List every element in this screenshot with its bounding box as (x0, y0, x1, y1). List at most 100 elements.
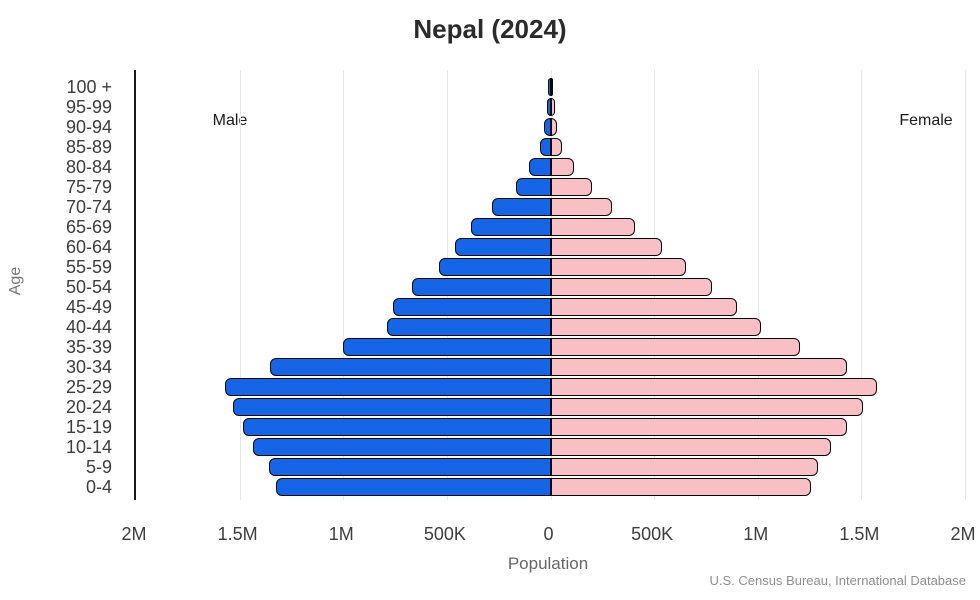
age-tick-label: 10-14 (65, 437, 112, 457)
female-bar (550, 477, 812, 496)
female-bar (550, 177, 593, 196)
x-tick-label: 1M (328, 524, 354, 544)
male-bar (515, 177, 551, 196)
age-tick-label: 30-34 (65, 357, 112, 377)
pyramid-row-75-79 (136, 177, 965, 197)
male-bar (268, 457, 551, 476)
pyramid-row-55-59 (136, 257, 965, 277)
female-bar (550, 297, 738, 316)
male-bar (454, 237, 551, 256)
chart-title: Nepal (2024) (413, 14, 567, 44)
male-bar (269, 357, 551, 376)
female-bar (550, 117, 558, 136)
age-tick-label: 35-39 (65, 337, 112, 357)
pyramid-row-5-9 (136, 457, 965, 477)
female-bar (550, 417, 848, 436)
pyramid-row-35-39 (136, 337, 965, 357)
male-bar (252, 437, 551, 456)
age-tick-label: 90-94 (65, 117, 112, 137)
male-bar (242, 417, 551, 436)
age-tick-label: 5-9 (85, 457, 112, 477)
male-bar (546, 97, 551, 116)
x-tick-label: 2M (121, 524, 147, 544)
female-bar (550, 157, 575, 176)
female-bar (550, 197, 613, 216)
age-tick-label: 70-74 (65, 197, 112, 217)
pyramid-row-15-19 (136, 417, 965, 437)
male-bar (342, 337, 551, 356)
female-bar (550, 77, 554, 96)
age-tick-label: 100 + (66, 77, 112, 97)
x-tick-label: 1.5M (839, 524, 880, 544)
x-tick-label: 500K (631, 524, 674, 544)
male-bar (386, 317, 551, 336)
age-tick-label: 15-19 (65, 417, 112, 437)
female-bar (550, 277, 713, 296)
male-bar (411, 277, 551, 296)
male-bar (275, 477, 551, 496)
male-bar (224, 377, 551, 396)
pyramid-row-20-24 (136, 397, 965, 417)
female-bar (550, 437, 832, 456)
female-bar (550, 257, 687, 276)
male-bar (548, 77, 551, 96)
age-tick-label: 85-89 (65, 137, 112, 157)
pyramid-row-95-99 (136, 97, 965, 117)
female-bar (550, 357, 848, 376)
age-tick-label: 25-29 (65, 377, 112, 397)
pyramid-row-90-94 (136, 117, 965, 137)
female-bar (550, 397, 864, 416)
gridline (343, 70, 345, 500)
pyramid-row-40-44 (136, 317, 965, 337)
female-series-label: Female (899, 112, 953, 129)
pyramid-row-85-89 (136, 137, 965, 157)
pyramid-row-25-29 (136, 377, 965, 397)
age-tick-label: 20-24 (65, 397, 112, 417)
female-bar (550, 317, 762, 336)
female-bar (550, 137, 563, 156)
pyramid-row-100+ (136, 77, 965, 97)
age-tick-label: 75-79 (65, 177, 112, 197)
pyramid-row-60-64 (136, 237, 965, 257)
female-bar (550, 237, 662, 256)
male-bar (539, 137, 551, 156)
male-bar (232, 397, 551, 416)
pyramid-row-80-84 (136, 157, 965, 177)
pyramid-row-0-4 (136, 477, 965, 497)
male-series-label: Male (212, 112, 248, 129)
pyramid-row-70-74 (136, 197, 965, 217)
male-bar (392, 297, 551, 316)
y-axis-title: Age (7, 266, 24, 296)
plot-area (134, 70, 966, 500)
female-bar (550, 337, 801, 356)
age-tick-label: 40-44 (65, 317, 112, 337)
pyramid-row-10-14 (136, 437, 965, 457)
age-tick-label: 65-69 (65, 217, 112, 237)
female-bar (550, 457, 819, 476)
female-bar (550, 377, 878, 396)
male-bar (438, 257, 551, 276)
gridline (965, 70, 966, 500)
male-bar (528, 157, 551, 176)
age-tick-label: 55-59 (65, 257, 112, 277)
x-tick-label: 1.5M (217, 524, 258, 544)
pyramid-row-30-34 (136, 357, 965, 377)
age-tick-label: 80-84 (65, 157, 112, 177)
pyramid-row-65-69 (136, 217, 965, 237)
gridline (239, 70, 241, 500)
gridline (757, 70, 759, 500)
pyramid-row-50-54 (136, 277, 965, 297)
age-tick-label: 60-64 (65, 237, 112, 257)
x-tick-label: 500K (423, 524, 466, 544)
source-attribution: U.S. Census Bureau, International Databa… (709, 573, 966, 588)
x-tick-label: 0 (543, 524, 554, 544)
x-tick-label: 2M (950, 524, 976, 544)
age-tick-label: 95-99 (65, 97, 112, 117)
pyramid-row-45-49 (136, 297, 965, 317)
male-bar (491, 197, 551, 216)
female-bar (550, 97, 555, 116)
female-bar (550, 217, 636, 236)
male-bar (544, 117, 551, 136)
age-tick-label: 0-4 (85, 477, 112, 497)
